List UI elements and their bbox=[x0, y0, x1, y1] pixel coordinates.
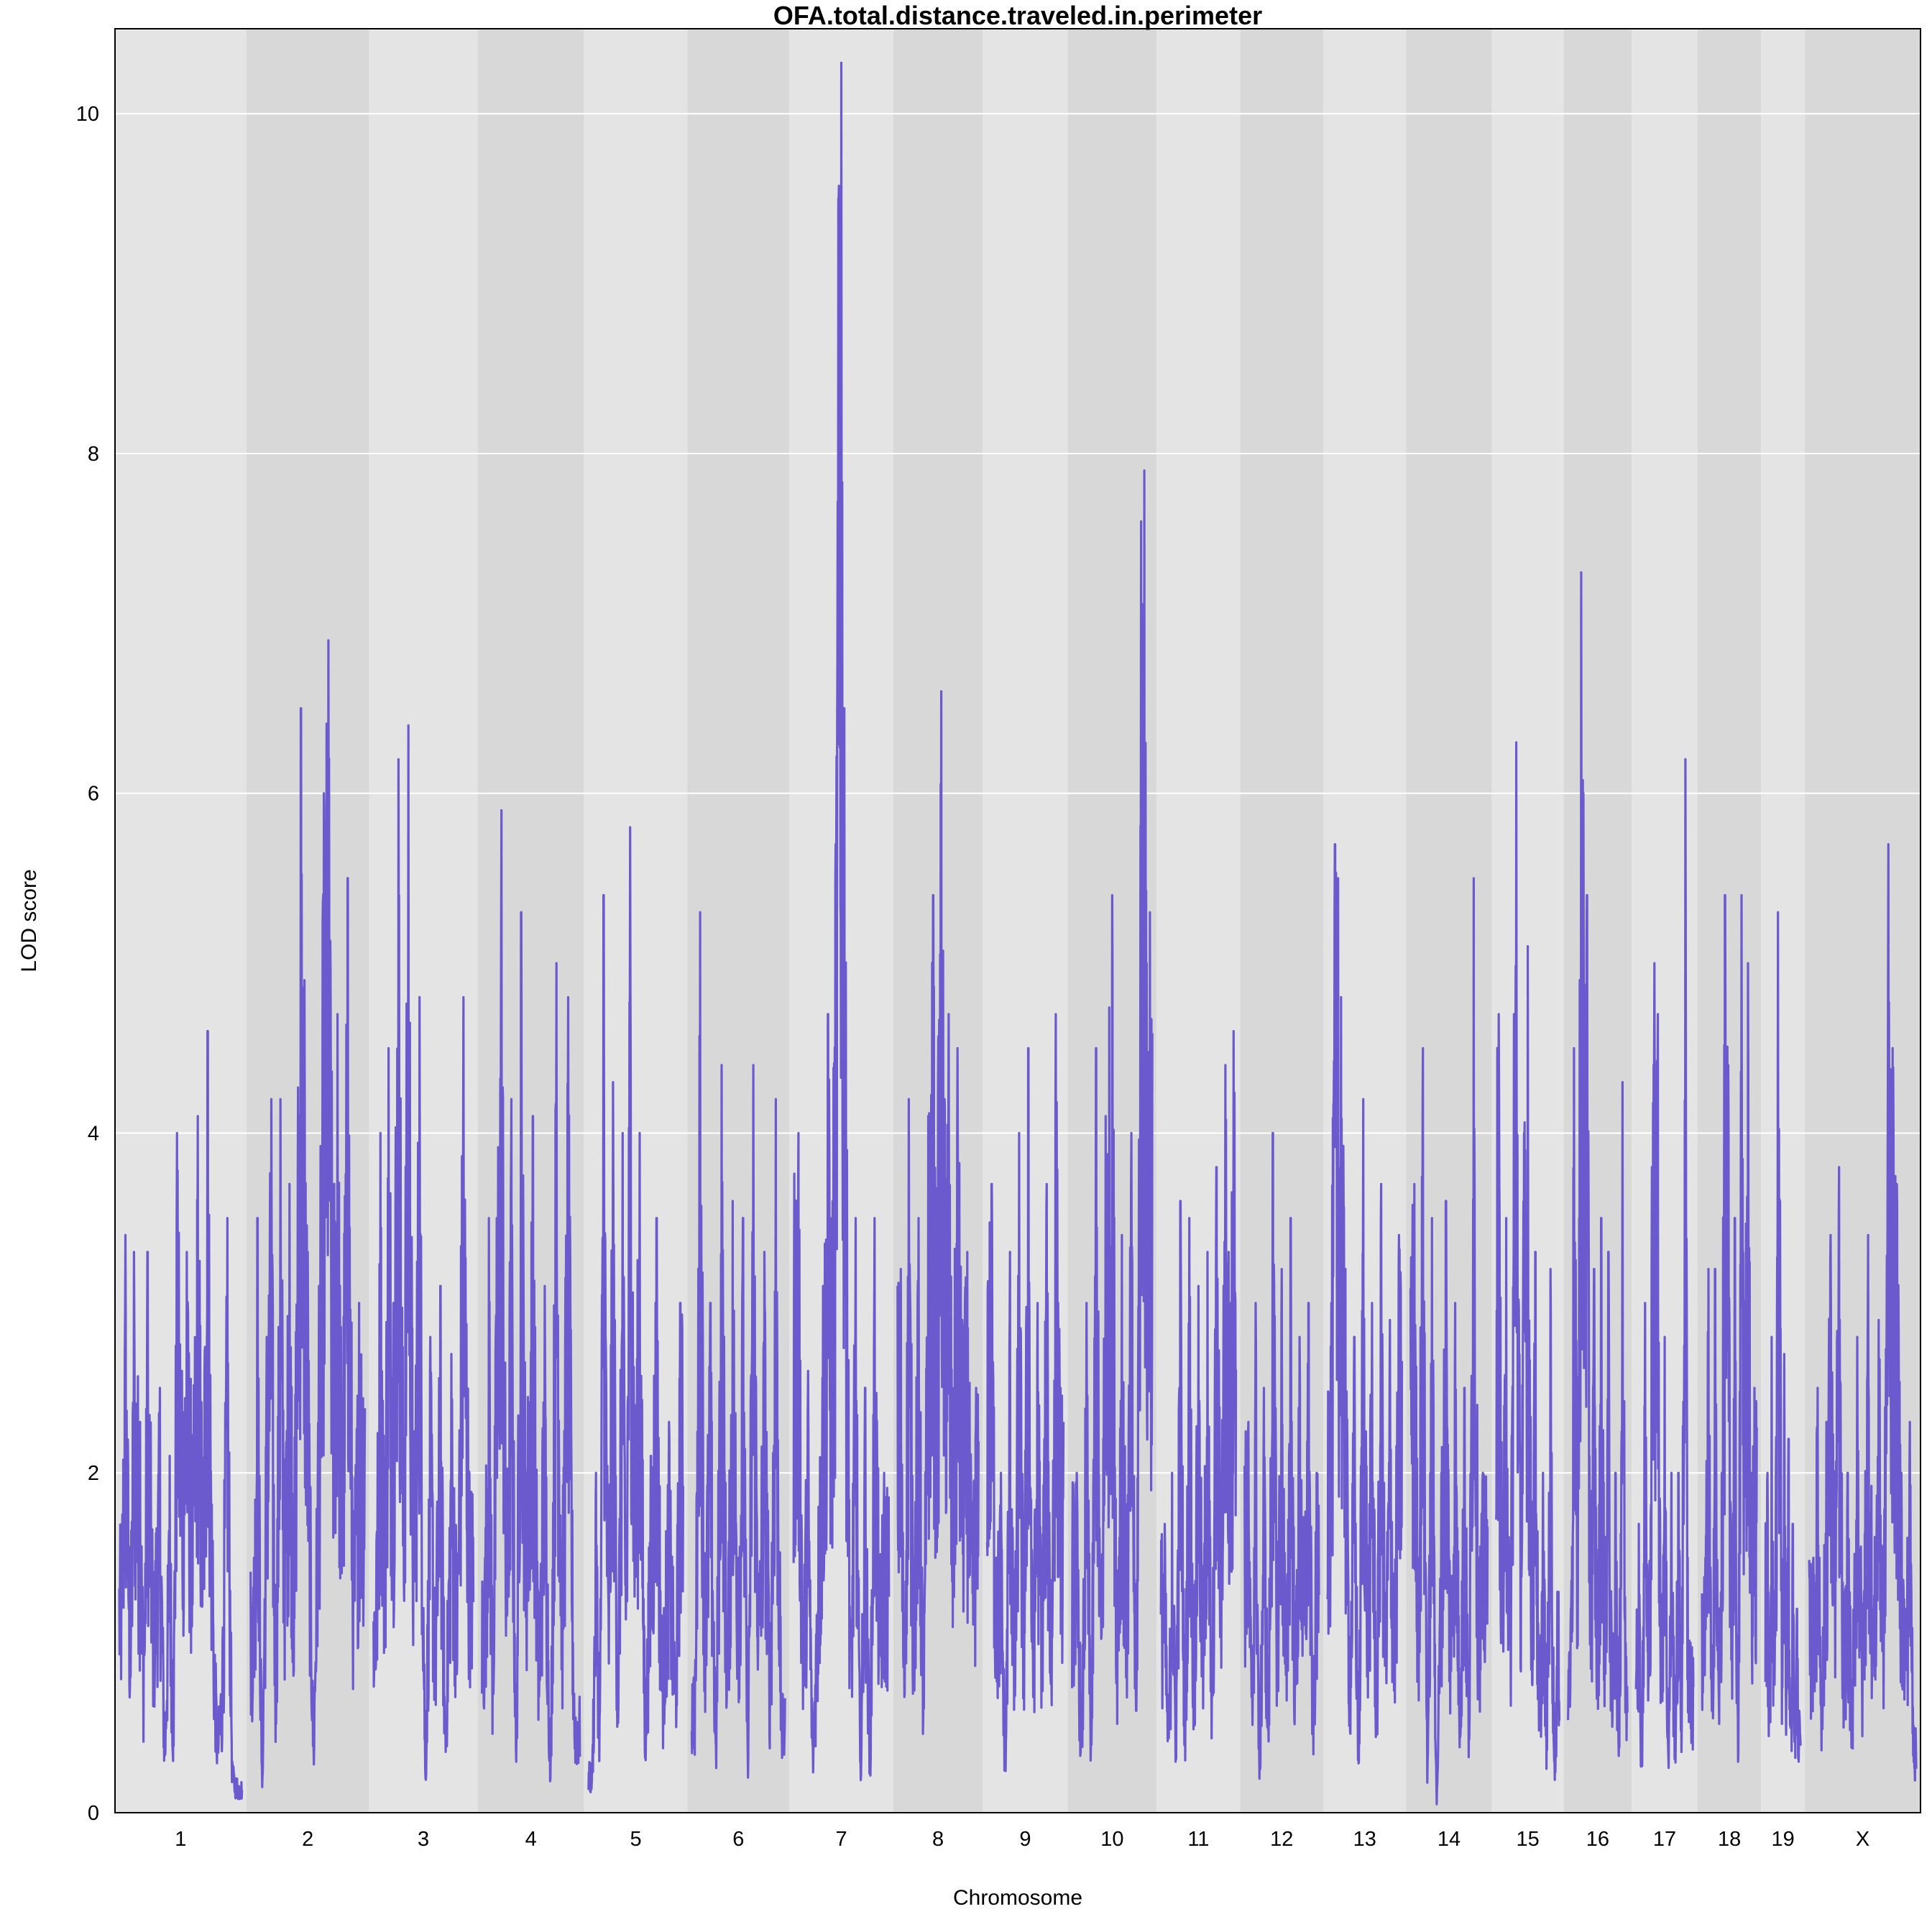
lod-trace-chr-18 bbox=[1701, 893, 1758, 1763]
x-tick-label: 6 bbox=[732, 1828, 744, 1851]
x-tick-label: 2 bbox=[302, 1828, 313, 1851]
x-tick-label: 1 bbox=[175, 1828, 186, 1851]
lod-trace-chr-2 bbox=[249, 639, 367, 1789]
x-tick-label: 4 bbox=[525, 1828, 537, 1851]
lod-trace-chr-6 bbox=[690, 911, 786, 1779]
x-tick-label: 10 bbox=[1100, 1828, 1123, 1851]
y-tick-label: 2 bbox=[88, 1462, 99, 1485]
x-tick-label: 7 bbox=[835, 1828, 847, 1851]
x-tick-label: 11 bbox=[1187, 1828, 1209, 1851]
x-tick-label: 17 bbox=[1653, 1828, 1676, 1851]
lod-series bbox=[118, 61, 1918, 1806]
x-tick-label: 5 bbox=[630, 1828, 642, 1851]
lod-trace-chr-5 bbox=[587, 826, 684, 1794]
y-tick-label: 0 bbox=[88, 1802, 99, 1825]
lod-trace-chr-X bbox=[1808, 843, 1918, 1782]
lod-trace-chr-15 bbox=[1495, 741, 1561, 1781]
lod-trace-chr-19 bbox=[1764, 911, 1802, 1763]
x-tick-label: 19 bbox=[1771, 1828, 1794, 1851]
x-tick-label: 14 bbox=[1438, 1828, 1460, 1851]
chart-title: OFA.total.distance.traveled.in.perimeter bbox=[773, 1, 1262, 30]
x-tick-label: 9 bbox=[1019, 1828, 1031, 1851]
x-axis: 1 2 3 4 5 6 7 8 9 10 11 12 13 14 15 16 17 18 19 X bbox=[175, 1828, 1869, 1851]
y-tick-label: 10 bbox=[76, 103, 99, 126]
lod-trace-chr-12 bbox=[1243, 1131, 1320, 1780]
x-tick-label: 16 bbox=[1586, 1828, 1609, 1851]
x-tick-label: 3 bbox=[418, 1828, 429, 1851]
lod-trace-chr-4 bbox=[481, 809, 581, 1782]
chromosome-band-X bbox=[1805, 29, 1920, 1813]
x-tick-label: 8 bbox=[932, 1828, 944, 1851]
x-tick-label: X bbox=[1856, 1828, 1869, 1851]
y-tick-label: 6 bbox=[88, 783, 99, 806]
y-tick-label: 4 bbox=[88, 1122, 99, 1145]
lod-trace-chr-11 bbox=[1159, 1030, 1238, 1763]
y-tick-label: 8 bbox=[88, 443, 99, 466]
lod-trace-chr-9 bbox=[985, 1013, 1065, 1772]
lod-trace-chr-3 bbox=[372, 724, 475, 1781]
x-axis-label: Chromosome bbox=[953, 1886, 1082, 1910]
lod-trace-chr-13 bbox=[1326, 843, 1404, 1765]
x-tick-label: 13 bbox=[1353, 1828, 1376, 1851]
plot-frame bbox=[114, 28, 1921, 1813]
lod-trace-chr-8 bbox=[896, 690, 980, 1735]
y-axis: 0 2 4 6 8 10 bbox=[76, 103, 99, 1825]
x-tick-label: 12 bbox=[1270, 1828, 1293, 1851]
lod-trace-chr-7 bbox=[792, 61, 891, 1782]
x-tick-label: 18 bbox=[1718, 1828, 1741, 1851]
y-axis-label: LOD score bbox=[17, 869, 41, 972]
x-tick-label: 15 bbox=[1516, 1828, 1539, 1851]
lod-trace-chr-17 bbox=[1634, 758, 1695, 1770]
lod-trace-chr-14 bbox=[1409, 877, 1489, 1806]
lod-trace-chr-16 bbox=[1567, 571, 1629, 1757]
lod-trace-chr-10 bbox=[1071, 469, 1154, 1762]
lod-trace-chr-1 bbox=[118, 1030, 244, 1800]
